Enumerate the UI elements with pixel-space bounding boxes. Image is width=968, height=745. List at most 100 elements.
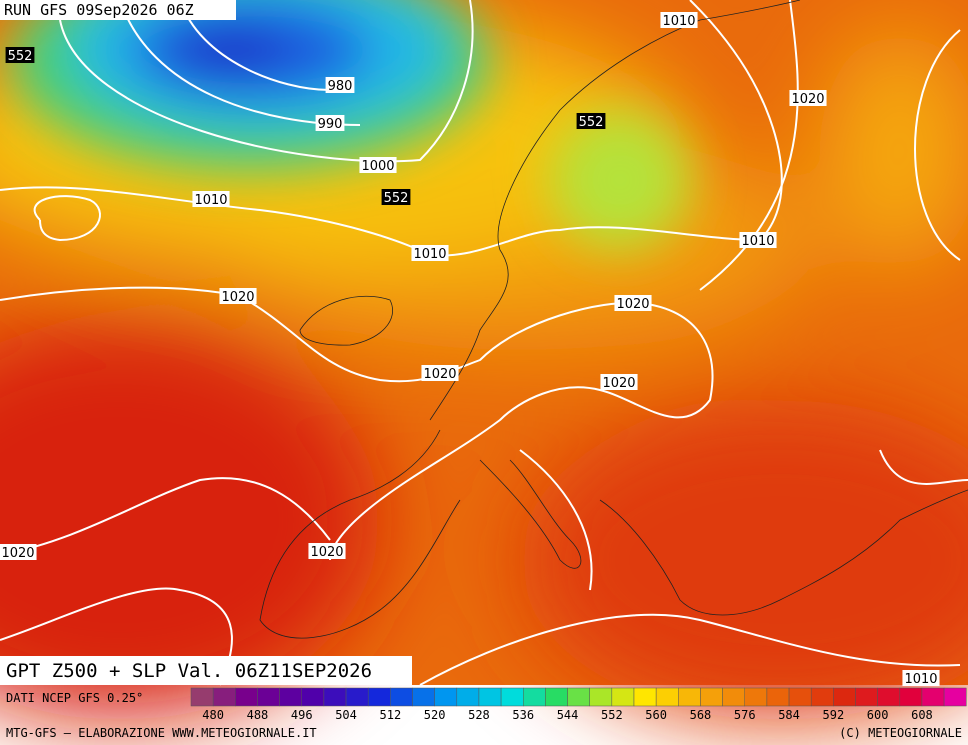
colorbar-swatch: [678, 687, 701, 707]
isobar-label: 1020: [602, 376, 635, 391]
isobar-label-box: [0, 544, 37, 560]
colorbar-swatch: [212, 687, 236, 707]
isobar-label-box: [219, 288, 257, 304]
isobar-label: 1020: [310, 545, 343, 560]
colorbar-swatch: [523, 687, 546, 707]
colorbar-swatch: [390, 687, 413, 707]
isobar-label: 1020: [616, 297, 649, 312]
isobar-label: 1020: [1, 546, 34, 561]
colorbar-swatch: [722, 687, 745, 707]
colorbar-swatch: [855, 687, 878, 707]
colorbar: 480 488 496 504 512 520 528 536 544 552 560 568 576 5…: [190, 687, 967, 722]
colorbar-label: 528: [468, 708, 490, 722]
colorbar-label: 512: [380, 708, 402, 722]
colorbar-swatch: [235, 687, 258, 707]
source: DATI NCEP GFS 0.25°: [6, 691, 143, 705]
colorbar-label: 584: [778, 708, 800, 722]
isobar-label: 1010: [413, 247, 446, 262]
isobar-label: 1020: [791, 92, 824, 107]
colorbar-swatch: [434, 687, 458, 707]
colorbar-swatch: [589, 687, 613, 707]
colorbar-swatch: [611, 687, 635, 707]
colorbar-label: 568: [690, 708, 712, 722]
run-box: [0, 0, 236, 20]
colorbar-swatch: [279, 687, 303, 707]
isobar-label-box: [192, 191, 230, 207]
map-title: GPT Z500 + SLP Val. 06Z11SEP2026: [6, 660, 372, 682]
isobar-label: 552: [579, 115, 604, 130]
isobar-label: 552: [384, 191, 409, 206]
isobar-label: 990: [318, 117, 343, 132]
colorbar-swatch: [899, 687, 923, 707]
isobar-label: 1020: [221, 290, 254, 305]
colorbar-swatch: [323, 687, 347, 707]
colorbar-swatch: [633, 687, 657, 707]
colorbar-swatch: [567, 687, 590, 707]
colorbar-label: 600: [867, 708, 889, 722]
isobar-label: 1010: [904, 672, 937, 687]
isobar-label-box: [789, 90, 827, 106]
colorbar-swatch: [500, 687, 524, 707]
colorbar-swatch: [700, 687, 723, 707]
colorbar-swatch: [478, 687, 502, 707]
colorbar-swatch: [367, 687, 391, 707]
footer-right: (C) METEOGIORNALE: [839, 726, 962, 740]
isobar-label-box: [902, 670, 940, 686]
colorbar-swatch: [744, 687, 768, 707]
colorbar-swatch: [921, 687, 945, 707]
isobar-label-box: [308, 543, 346, 559]
colorbar-swatch: [545, 687, 568, 707]
colorbar-swatch: [833, 687, 856, 707]
colorbar-label: 544: [557, 708, 579, 722]
colorbar-swatch: [766, 687, 790, 707]
colorbar-label: 536: [512, 708, 534, 722]
isobar-label: 1010: [662, 14, 695, 29]
colorbar-label: 504: [335, 708, 357, 722]
colorbar-label: 576: [734, 708, 756, 722]
isobar-label-box: [739, 232, 777, 248]
colorbar-swatch: [190, 687, 214, 707]
isobar-label-box: [411, 245, 449, 261]
field: [0, 0, 968, 720]
run-label: RUN GFS 09Sep2026 06Z: [4, 1, 194, 19]
isobar-label: 552: [8, 49, 33, 64]
colorbar-label: 608: [911, 708, 933, 722]
colorbar-swatch: [456, 687, 480, 707]
footer-left: MTG-GFS — ELABORAZIONE WWW.METEOGIORNALE…: [6, 726, 317, 740]
isobar-label: 1010: [194, 193, 227, 208]
colorbar-label: 488: [247, 708, 269, 722]
colorbar-swatch: [810, 687, 834, 707]
isobar-label-box: [614, 295, 652, 311]
colorbar-label: 560: [645, 708, 667, 722]
isobar-label-box: [315, 115, 345, 131]
colorbar-swatch: [655, 687, 679, 707]
colorbar-swatch: [412, 687, 435, 707]
isobar-label-box: [421, 365, 459, 381]
isobar-label-box: [325, 77, 355, 93]
isobar-labels: 552 980 990 1000 552 1010 1010 1010 1020 552 1010 1…: [0, 12, 940, 687]
isobar-label: 1010: [741, 234, 774, 249]
colorbar-label: 552: [601, 708, 623, 722]
isobar-label: 980: [328, 79, 353, 94]
colorbar-label: 592: [823, 708, 845, 722]
isobar-label: 1020: [423, 367, 456, 382]
colorbar-swatch: [345, 687, 369, 707]
colorbar-label: 520: [424, 708, 446, 722]
colorbar-swatch: [301, 687, 325, 707]
colorbar-swatch: [257, 687, 280, 707]
colorbar-label: 496: [291, 708, 313, 722]
coastlines: [259, 0, 968, 639]
colorbar-label: 480: [202, 708, 224, 722]
colorbar-swatch: [877, 687, 901, 707]
isobar-label-box: [5, 47, 35, 63]
isobar-label-box: [359, 157, 397, 173]
isobar-label-box: [600, 374, 638, 390]
isobar-label-box: [660, 12, 698, 28]
isobar-label-box: [381, 189, 411, 205]
colorbar-swatch: [788, 687, 812, 707]
title-box: [0, 656, 412, 685]
colorbar-swatch: [943, 687, 967, 707]
isobar-label-box: [576, 113, 606, 129]
